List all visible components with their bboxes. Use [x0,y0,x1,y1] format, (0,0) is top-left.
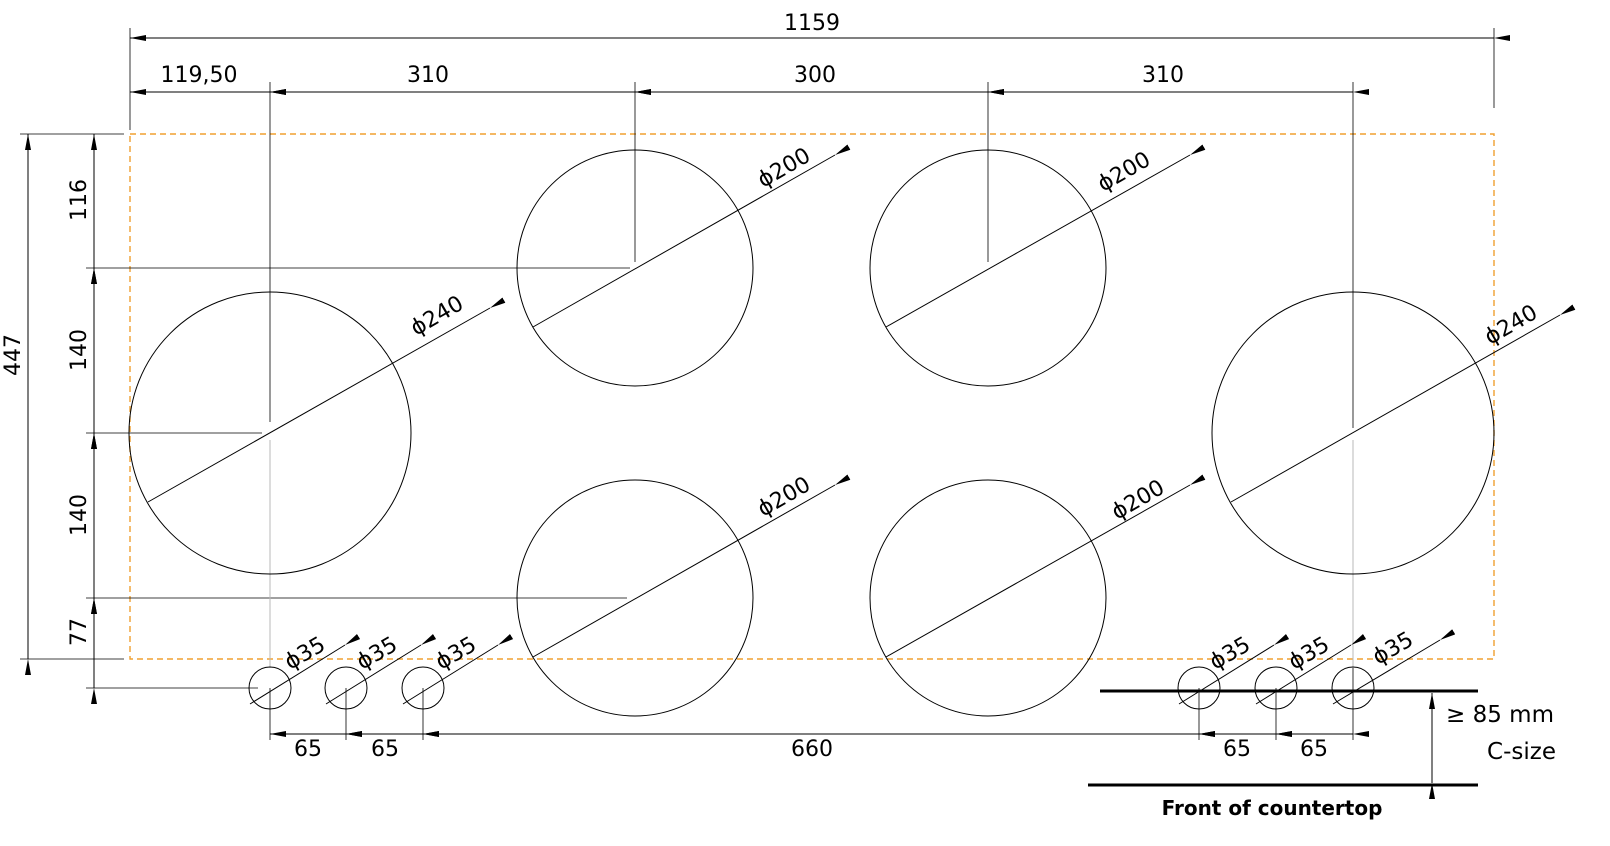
dim-top-offset: 116 [67,179,92,221]
dim-row-gap-upper: 140 [67,329,92,371]
knob-diameter-label: ϕ35 [1369,627,1418,670]
dim-knob-gap-1: 65 [294,737,322,762]
diameter-label-medium-top-left: ϕ200 [754,143,815,193]
dim-knob-gap-middle: 660 [791,737,833,762]
countertop-front: ≥ 85 mm C-size Front of countertop [1088,689,1556,820]
dim-bottom-offset: 77 [67,618,92,646]
dim-knob-gap-2: 65 [371,737,399,762]
knob-diameter-label: ϕ35 [1206,632,1255,675]
dim-spacing-1: 310 [407,63,449,88]
knob-holes-left: ϕ35 ϕ35 ϕ35 [248,632,514,710]
dim-spacing-2: 300 [794,63,836,88]
diameter-label-medium-bottom-left: ϕ200 [754,472,815,522]
bottom-dimensions: 65 65 660 65 65 [269,668,1369,762]
dim-knob-gap-3: 65 [1223,737,1251,762]
dim-overall-depth: 447 [1,334,26,376]
dim-left-offset: 119,50 [161,63,238,88]
diameter-label-large-left: ϕ240 [407,291,468,341]
diameter-label-medium-bottom-right: ϕ200 [1108,475,1169,525]
cooking-zone-medium-bottom-left: ϕ200 [516,472,851,717]
dim-overall-width: 1159 [784,11,840,36]
cooking-zone-large-right: ϕ240 [1211,291,1576,575]
dim-row-gap-lower: 140 [67,494,92,536]
knob-diameter-label: ϕ35 [353,632,402,675]
size-note: C-size [1487,739,1556,765]
knob-holes-right: ϕ35 ϕ35 ϕ35 [1177,627,1456,710]
diameter-label-medium-top-right: ϕ200 [1094,147,1155,197]
knob-diameter-label: ϕ35 [1285,632,1334,675]
cooking-zone-medium-top-left: ϕ200 [516,143,851,387]
top-dimensions: 1159 119,50 310 300 310 [129,11,1510,428]
front-of-countertop-label: Front of countertop [1162,796,1383,820]
clearance-note: ≥ 85 mm [1446,702,1554,728]
dim-knob-gap-4: 65 [1300,737,1328,762]
cooking-zone-medium-bottom-right: ϕ200 [869,474,1206,717]
countertop-outline [129,133,1495,660]
dim-spacing-3: 310 [1142,63,1184,88]
knob-diameter-label: ϕ35 [432,632,481,675]
left-dimensions: 447 116 140 140 77 [1,133,630,704]
knob-diameter-label: ϕ35 [281,632,330,675]
cooking-zone-medium-top-right: ϕ200 [869,144,1206,387]
